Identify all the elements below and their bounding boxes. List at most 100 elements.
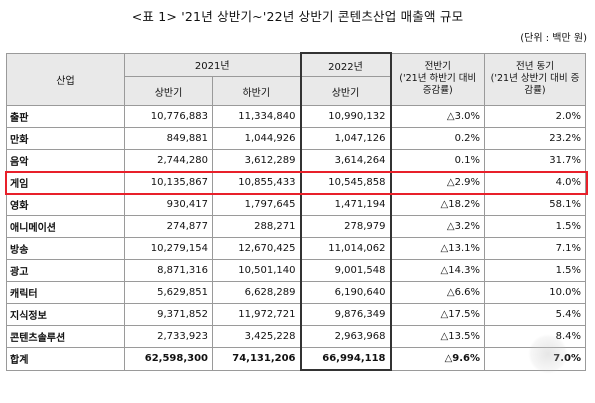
cell-2022-h1: 6,190,640 xyxy=(299,281,392,304)
cell-vs-prev: △3.0% xyxy=(390,105,485,128)
header-industry: 산업 xyxy=(6,52,125,106)
table-row: 방송 10,279,154 12,670,425 11,014,062 △13.1% 7.… xyxy=(6,237,586,260)
header-vs-yoy-sub: ('21년 상반기 대비 증감률) xyxy=(490,73,580,97)
table-row: 지식정보 9,371,852 11,972,721 9,876,349 △17.5% 5.… xyxy=(6,303,586,326)
row-name: 음악 xyxy=(6,149,125,172)
cell-vs-prev: △13.1% xyxy=(390,237,485,260)
cell-vs-prev: △14.3% xyxy=(390,259,485,282)
cell-vs-yoy: 7.1% xyxy=(484,237,586,260)
cell-2021-h2: 11,972,721 xyxy=(212,303,301,326)
cell-vs-yoy: 2.0% xyxy=(484,105,586,128)
cell-2021-h1: 930,417 xyxy=(124,193,213,216)
header-vs-prev-half: 전반기 ('21년 하반기 대비 증감률) xyxy=(390,52,485,106)
cell-2022-h1: 9,001,548 xyxy=(299,259,392,282)
unit-note: (단위 : 백만 원) xyxy=(520,33,587,44)
cell-vs-yoy: 5.4% xyxy=(484,303,586,326)
total-vs-prev: △9.6% xyxy=(390,347,485,371)
table-row: 음악 2,744,280 3,612,289 3,614,264 0.1% 31.7% xyxy=(6,149,586,172)
row-name: 만화 xyxy=(6,127,125,150)
header-vs-prev-sub: ('21년 하반기 대비 증감률) xyxy=(399,73,477,97)
header-year-2021: 2021년 xyxy=(124,52,301,77)
cell-2022-h1: 11,014,062 xyxy=(299,237,392,260)
cell-2021-h1: 10,279,154 xyxy=(124,237,213,260)
table-row: 만화 849,881 1,044,926 1,047,126 0.2% 23.2% xyxy=(6,127,586,150)
sales-table: 산업 2021년 2022년 전반기 ('21년 하반기 대비 증감률) 전년 … xyxy=(6,52,586,371)
cell-2022-h1: 2,963,968 xyxy=(299,325,392,348)
cell-vs-yoy: 1.5% xyxy=(484,259,586,282)
cell-2021-h1: 274,877 xyxy=(124,215,213,238)
total-2022-h1: 66,994,118 xyxy=(299,347,392,371)
cell-vs-prev: △18.2% xyxy=(390,193,485,216)
table-row: 캐릭터 5,629,851 6,628,289 6,190,640 △6.6% 10.0% xyxy=(6,281,586,304)
cell-2021-h1: 10,776,883 xyxy=(124,105,213,128)
cell-vs-prev: △6.6% xyxy=(390,281,485,304)
row-name: 광고 xyxy=(6,259,125,282)
total-vs-yoy: 7.0% xyxy=(484,347,586,371)
cell-2021-h2: 288,271 xyxy=(212,215,301,238)
cell-2022-h1: 9,876,349 xyxy=(299,303,392,326)
total-2021-h1: 62,598,300 xyxy=(124,347,213,371)
cell-2021-h1: 5,629,851 xyxy=(124,281,213,304)
table-row: 영화 930,417 1,797,645 1,471,194 △18.2% 58.1% xyxy=(6,193,586,216)
row-name: 게임 xyxy=(6,171,125,194)
cell-2022-h1: 278,979 xyxy=(299,215,392,238)
cell-2021-h2: 3,612,289 xyxy=(212,149,301,172)
cell-2021-h2: 1,044,926 xyxy=(212,127,301,150)
total-name: 합계 xyxy=(6,347,125,371)
watermark-logo xyxy=(528,334,568,374)
row-name: 캐릭터 xyxy=(6,281,125,304)
cell-vs-prev: △13.5% xyxy=(390,325,485,348)
cell-vs-prev: △2.9% xyxy=(390,171,485,194)
table-caption: <표 1> '21년 상반기~'22년 상반기 콘텐츠산업 매출액 규모 xyxy=(131,9,464,24)
cell-2021-h2: 3,425,228 xyxy=(212,325,301,348)
cell-vs-prev: △3.2% xyxy=(390,215,485,238)
row-name: 출판 xyxy=(6,105,125,128)
row-name: 콘텐츠솔루션 xyxy=(6,325,125,348)
cell-vs-prev: 0.1% xyxy=(390,149,485,172)
cell-2021-h1: 10,135,867 xyxy=(124,171,213,194)
cell-2022-h1: 1,471,194 xyxy=(299,193,392,216)
cell-2021-h2: 6,628,289 xyxy=(212,281,301,304)
row-name: 방송 xyxy=(6,237,125,260)
table-row: 출판 10,776,883 11,334,840 10,990,132 △3.0% 2.0… xyxy=(6,105,586,128)
row-name: 영화 xyxy=(6,193,125,216)
cell-vs-yoy: 8.4% xyxy=(484,325,586,348)
header-vs-prev-title: 전반기 xyxy=(424,60,451,72)
cell-vs-yoy: 10.0% xyxy=(484,281,586,304)
header-year-2022: 2022년 xyxy=(299,52,392,77)
total-row: 합계62,598,30074,131,20666,994,118△9.6%7.0… xyxy=(6,347,586,371)
cell-2022-h1: 10,990,132 xyxy=(299,105,392,128)
cell-2021-h2: 10,501,140 xyxy=(212,259,301,282)
table-row: 콘텐츠솔루션 2,733,923 3,425,228 2,963,968 △13.5% 8… xyxy=(6,325,586,348)
row-name: 애니메이션 xyxy=(6,215,125,238)
header-vs-yoy: 전년 동기 ('21년 상반기 대비 증감률) xyxy=(484,52,586,106)
table-row-highlighted: 게임 10,135,867 10,855,433 10,545,858 △2.9% 4.0… xyxy=(6,171,586,194)
cell-2021-h2: 10,855,433 xyxy=(212,171,301,194)
cell-vs-yoy: 58.1% xyxy=(484,193,586,216)
cell-2022-h1: 1,047,126 xyxy=(299,127,392,150)
table-row: 광고 8,871,316 10,501,140 9,001,548 △14.3% 1.5% xyxy=(6,259,586,282)
cell-2021-h2: 1,797,645 xyxy=(212,193,301,216)
row-name: 지식정보 xyxy=(6,303,125,326)
header-2021-h2: 하반기 xyxy=(212,76,301,106)
cell-2022-h1: 3,614,264 xyxy=(299,149,392,172)
cell-2021-h1: 2,744,280 xyxy=(124,149,213,172)
cell-2022-h1: 10,545,858 xyxy=(299,171,392,194)
cell-vs-yoy: 23.2% xyxy=(484,127,586,150)
table-row: 애니메이션 274,877 288,271 278,979 △3.2% 1.5% xyxy=(6,215,586,238)
cell-vs-yoy: 31.7% xyxy=(484,149,586,172)
cell-2021-h1: 849,881 xyxy=(124,127,213,150)
cell-2021-h1: 2,733,923 xyxy=(124,325,213,348)
cell-2021-h1: 8,871,316 xyxy=(124,259,213,282)
cell-vs-prev: △17.5% xyxy=(390,303,485,326)
cell-vs-yoy: 1.5% xyxy=(484,215,586,238)
total-2021-h2: 74,131,206 xyxy=(212,347,301,371)
cell-2021-h2: 12,670,425 xyxy=(212,237,301,260)
header-2022-h1: 상반기 xyxy=(299,76,392,106)
cell-vs-yoy: 4.0% xyxy=(484,171,586,194)
cell-2021-h2: 11,334,840 xyxy=(212,105,301,128)
cell-2021-h1: 9,371,852 xyxy=(124,303,213,326)
cell-vs-prev: 0.2% xyxy=(390,127,485,150)
header-vs-yoy-title: 전년 동기 xyxy=(516,60,554,72)
header-2021-h1: 상반기 xyxy=(124,76,213,106)
